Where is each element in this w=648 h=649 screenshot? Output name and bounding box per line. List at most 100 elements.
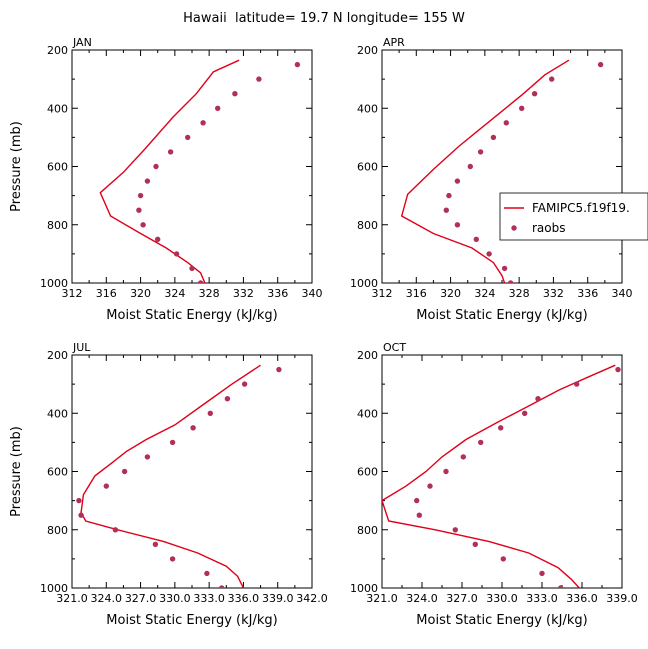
model-line: [400, 59, 570, 283]
y-tick-label: 400: [47, 407, 68, 420]
x-axis-label: Moist Static Energy (kJ/kg): [416, 308, 587, 323]
raobs-point: [454, 178, 461, 184]
raobs-point: [443, 468, 449, 475]
x-tick-label: 342.0: [296, 592, 328, 605]
y-tick-label: 800: [357, 524, 378, 537]
x-tick-label: 320: [130, 287, 151, 300]
raobs-point: [169, 439, 176, 446]
raobs-point: [615, 366, 621, 373]
x-axis: 312 316 320 324 328 332 336 340: [372, 50, 633, 300]
raobs-point: [137, 192, 144, 199]
x-tick-label: 340: [302, 287, 323, 300]
y-tick-label: 600: [47, 466, 68, 479]
raobs-point: [446, 192, 452, 199]
raobs-point: [121, 468, 128, 475]
model-line: [382, 364, 616, 588]
y-axis-label: Pressure (mb): [9, 121, 24, 212]
x-tick-label: 324.0: [91, 592, 123, 605]
x-tick-label: 328: [509, 287, 530, 300]
raobs-point: [189, 265, 195, 272]
y-tick-label: 1000: [350, 277, 378, 290]
x-tick-label: 321.0: [56, 592, 88, 605]
x-tick-label: 316: [406, 287, 427, 300]
y-tick-label: 1000: [40, 582, 68, 595]
model-line: [80, 364, 261, 588]
raobs-point: [153, 163, 159, 170]
raobs-point: [173, 251, 180, 257]
raobs-point: [427, 483, 433, 489]
raobs-point: [140, 222, 146, 228]
x-axis-label: Moist Static Energy (kJ/kg): [106, 308, 277, 323]
raobs-point: [467, 163, 473, 170]
raobs-point: [503, 120, 509, 126]
legend-model-label: FAMIPC5.f19f19.: [532, 201, 630, 215]
raobs-point: [144, 178, 151, 184]
raobs-point: [152, 541, 159, 547]
y-axis: 200 400 600 800 1000: [350, 349, 622, 595]
raobs-point: [219, 585, 225, 588]
raobs-point: [507, 280, 514, 283]
panel-title: OCT: [383, 341, 406, 354]
plot-frame: [71, 354, 313, 589]
x-tick-label: 336: [267, 287, 288, 300]
x-tick-label: 328: [199, 287, 220, 300]
y-tick-label: 200: [47, 44, 68, 57]
y-axis: 200 400 600 800 1000: [40, 349, 312, 595]
plot-frame: [71, 49, 313, 284]
raobs-point: [207, 410, 213, 416]
x-tick-label: 336.0: [228, 592, 260, 605]
raobs-point: [241, 381, 248, 387]
raobs-point: [144, 454, 151, 460]
series-group: [99, 59, 301, 283]
series-group: [400, 59, 604, 283]
raobs-point: [500, 556, 506, 562]
raobs-point: [522, 410, 528, 416]
raobs-point: [473, 236, 479, 242]
raobs-point: [454, 222, 461, 228]
raobs-point: [478, 439, 484, 446]
y-axis: 200 400 600 800 1000: [40, 44, 312, 290]
raobs-point: [197, 280, 204, 283]
raobs-point: [486, 251, 492, 257]
x-axis: 312 316 320 324 328 332 336 340: [62, 50, 323, 300]
y-tick-label: 400: [357, 102, 378, 115]
raobs-point: [519, 105, 525, 112]
x-tick-label: 324: [474, 287, 495, 300]
x-tick-label: 339.0: [262, 592, 294, 605]
raobs-point: [558, 585, 564, 588]
y-tick-label: 600: [47, 161, 68, 174]
legend-box: [499, 192, 648, 241]
y-tick-label: 800: [47, 219, 68, 232]
y-tick-label: 400: [47, 102, 68, 115]
raobs-point: [232, 91, 238, 97]
figure-title: Hawaii latitude= 19.7 N longitude= 155 W: [183, 11, 465, 26]
y-tick-label: 1000: [350, 582, 378, 595]
x-tick-label: 336.0: [566, 592, 598, 605]
x-tick-label: 332: [233, 287, 254, 300]
x-tick-label: 324: [164, 287, 185, 300]
x-axis: 321.0 324.0 327.0 330.0 333.0 336.0 339.0: [366, 355, 638, 605]
raobs-point: [200, 120, 206, 126]
raobs-point: [416, 512, 422, 518]
raobs-point: [224, 396, 231, 402]
raobs-point: [76, 497, 82, 504]
chart-panel-jan: JAN 312 316 320 324 328 332 336 340 200 400 600 800 1…: [9, 36, 323, 323]
y-axis-label: Pressure (mb): [9, 426, 24, 517]
panel-title: JUL: [72, 341, 91, 354]
raobs-point: [136, 207, 142, 213]
raobs-point: [103, 483, 110, 489]
raobs-point: [549, 76, 555, 82]
y-tick-label: 400: [357, 407, 378, 420]
raobs-point: [597, 61, 604, 68]
x-axis-label: Moist Static Energy (kJ/kg): [416, 613, 587, 628]
x-tick-label: 333.0: [193, 592, 225, 605]
raobs-point: [574, 381, 580, 387]
y-tick-label: 800: [357, 219, 378, 232]
series-group: [382, 364, 621, 588]
raobs-point: [155, 236, 161, 242]
raobs-point: [460, 454, 466, 460]
x-tick-label: 330.0: [159, 592, 191, 605]
